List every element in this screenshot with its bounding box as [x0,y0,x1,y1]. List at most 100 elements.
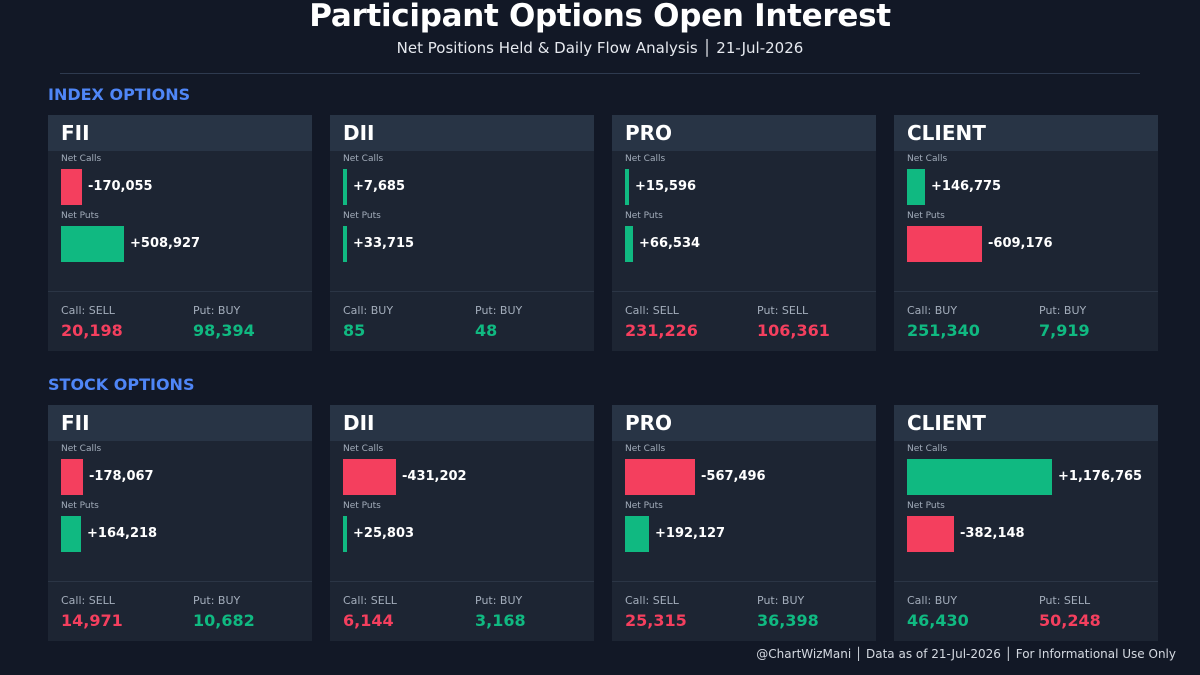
net-puts-value: -609,176 [988,236,1053,251]
net-calls-value: +7,685 [353,179,406,194]
footer-note: @ChartWizMani │ Data as of 21-Jul-2026 │… [756,647,1176,661]
card-header: FII [48,405,312,441]
put-flow-label: Put: SELL [757,304,809,317]
put-flow-label: Put: BUY [757,594,805,607]
net-puts-bar [907,516,954,552]
card-divider [48,291,312,292]
put-flow-value: 36,398 [757,611,819,630]
card-divider [612,291,876,292]
call-flow-label: Call: SELL [625,304,679,317]
card-divider [894,291,1158,292]
participant-card: CLIENT Net Calls +1,176,765 Net Puts -382,14… [894,405,1158,641]
net-puts-bar [625,226,633,262]
net-calls-label: Net Calls [907,444,948,454]
net-calls-bar [343,169,347,205]
participant-card: PRO Net Calls -567,496 Net Puts +192,127 Call… [612,405,876,641]
card-header: FII [48,115,312,151]
participant-name: PRO [625,411,673,435]
net-puts-bar [907,226,982,262]
net-puts-value: +164,218 [87,526,158,541]
net-puts-label: Net Puts [907,211,945,221]
net-puts-label: Net Puts [625,211,663,221]
net-calls-bar [625,169,629,205]
net-puts-label: Net Puts [907,501,945,511]
net-calls-bar [61,459,83,495]
participant-card: FII Net Calls -170,055 Net Puts +508,927 Call… [48,115,312,351]
call-flow-value: 85 [343,321,366,340]
net-puts-value: +25,803 [353,526,415,541]
net-puts-bar [343,226,347,262]
card-header: CLIENT [894,115,1158,151]
net-puts-label: Net Puts [343,211,381,221]
call-flow-value: 25,315 [625,611,687,630]
put-flow-value: 7,919 [1039,321,1090,340]
net-puts-value: +508,927 [130,236,201,251]
net-calls-bar [907,459,1052,495]
card-header: DII [330,405,594,441]
participant-card: FII Net Calls -178,067 Net Puts +164,218 Call… [48,405,312,641]
participant-card: CLIENT Net Calls +146,775 Net Puts -609,176 C… [894,115,1158,351]
participant-name: DII [343,411,375,435]
participant-name: CLIENT [907,411,986,435]
call-flow-value: 46,430 [907,611,969,630]
card-header: PRO [612,115,876,151]
net-calls-value: -431,202 [402,469,467,484]
net-calls-bar [907,169,925,205]
net-calls-value: +146,775 [931,179,1002,194]
card-header: PRO [612,405,876,441]
net-calls-bar [343,459,396,495]
call-flow-value: 14,971 [61,611,123,630]
put-flow-label: Put: BUY [193,594,241,607]
participant-name: DII [343,121,375,145]
card-divider [330,291,594,292]
participant-card: DII Net Calls +7,685 Net Puts +33,715 Call: B… [330,115,594,351]
call-flow-label: Call: SELL [61,304,115,317]
card-divider [330,581,594,582]
net-puts-label: Net Puts [61,211,99,221]
net-puts-bar [625,516,649,552]
net-calls-value: +15,596 [635,179,697,194]
card-divider [612,581,876,582]
net-calls-value: -170,055 [88,179,153,194]
net-calls-value: -567,496 [701,469,766,484]
put-flow-label: Put: SELL [1039,594,1091,607]
card-divider [894,581,1158,582]
net-puts-label: Net Puts [625,501,663,511]
net-calls-value: +1,176,765 [1058,469,1143,484]
page-title: Participant Options Open Interest [309,0,891,34]
net-puts-label: Net Puts [61,501,99,511]
put-flow-label: Put: BUY [1039,304,1087,317]
card-header: DII [330,115,594,151]
put-flow-value: 106,361 [757,321,830,340]
net-calls-label: Net Calls [907,154,948,164]
put-flow-value: 48 [475,321,498,340]
put-flow-label: Put: BUY [193,304,241,317]
participant-card: PRO Net Calls +15,596 Net Puts +66,534 Call: … [612,115,876,351]
put-flow-label: Put: BUY [475,594,523,607]
call-flow-label: Call: SELL [343,594,397,607]
call-flow-label: Call: BUY [343,304,394,317]
put-flow-value: 98,394 [193,321,255,340]
header-divider [60,73,1140,74]
net-calls-label: Net Calls [343,154,384,164]
section-title: STOCK OPTIONS [48,375,195,394]
participant-name: FII [61,121,90,145]
net-calls-value: -178,067 [89,469,154,484]
call-flow-label: Call: SELL [61,594,115,607]
page-subtitle: Net Positions Held & Daily Flow Analysis… [396,39,804,57]
net-puts-label: Net Puts [343,501,381,511]
net-calls-label: Net Calls [625,154,666,164]
participant-name: PRO [625,121,673,145]
net-calls-label: Net Calls [625,444,666,454]
participant-name: FII [61,411,90,435]
put-flow-value: 3,168 [475,611,526,630]
net-puts-value: +66,534 [639,236,701,251]
call-flow-value: 251,340 [907,321,980,340]
participant-name: CLIENT [907,121,986,145]
net-calls-bar [61,169,82,205]
participant-card: DII Net Calls -431,202 Net Puts +25,803 Call:… [330,405,594,641]
call-flow-label: Call: SELL [625,594,679,607]
put-flow-value: 10,682 [193,611,255,630]
net-calls-bar [625,459,695,495]
net-puts-bar [343,516,347,552]
